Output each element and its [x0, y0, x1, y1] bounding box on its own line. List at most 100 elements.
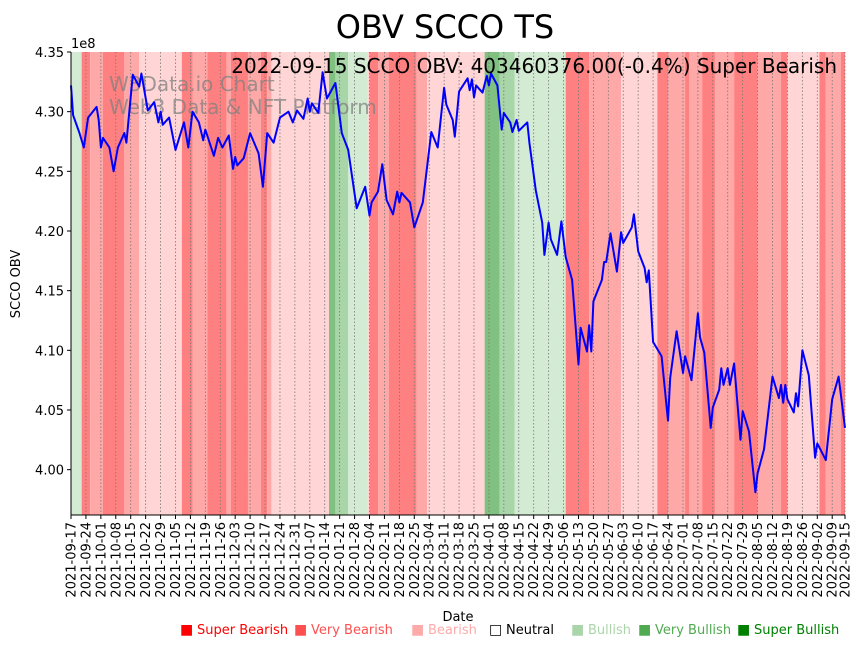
- band-bullish: [348, 52, 368, 515]
- band-bullish: [71, 52, 82, 515]
- x-tick-label: 2022-07-01: [676, 522, 691, 598]
- band-super-bearish: [702, 52, 715, 515]
- x-tick-label: 2021-10-29: [154, 522, 169, 598]
- y-tick-label: 4.35: [35, 46, 64, 61]
- legend-label: Bearish: [428, 623, 477, 638]
- y-tick-label: 4.20: [35, 225, 64, 240]
- x-tick-label: 2022-02-25: [408, 522, 423, 598]
- legend-item-neutral: □ Neutral: [489, 622, 554, 638]
- band-very-bullish: [499, 52, 515, 515]
- x-tick-label: 2022-07-15: [706, 522, 721, 598]
- x-tick-label: 2022-07-29: [736, 522, 751, 598]
- x-tick-label: 2022-07-22: [721, 522, 736, 598]
- x-tick-label: 2022-04-22: [527, 522, 542, 598]
- x-tick-label: 2022-09-02: [811, 522, 826, 598]
- band-bearish: [271, 52, 329, 515]
- band-super-bearish: [207, 52, 227, 515]
- band-super-bearish: [181, 52, 193, 515]
- band-super-bearish: [260, 52, 268, 515]
- x-tick-label: 2022-08-26: [796, 522, 811, 598]
- x-tick-label: 2022-07-08: [691, 522, 706, 598]
- y-axis-label: SCCO OBV: [9, 250, 24, 319]
- band-very-bearish: [668, 52, 686, 515]
- band-very-bearish: [124, 52, 140, 515]
- x-tick-label: 2022-09-15: [839, 522, 854, 598]
- legend-label: Super Bullish: [754, 623, 839, 638]
- x-tick-label: 2021-12-03: [229, 522, 244, 598]
- x-tick-label: 2022-03-04: [423, 522, 438, 598]
- x-tick-label: 2022-05-20: [587, 522, 602, 598]
- y-tick-label: 4.10: [35, 344, 64, 359]
- x-tick-label: 2021-10-01: [94, 522, 109, 598]
- x-tick-label: 2021-12-10: [244, 522, 259, 598]
- x-tick-label: 2021-10-08: [109, 522, 124, 598]
- band-very-bearish: [589, 52, 622, 515]
- x-tick-label: 2022-05-06: [557, 522, 572, 598]
- band-super-bearish: [230, 52, 248, 515]
- band-very-bearish: [416, 52, 428, 515]
- y-offset-label: 1e8: [71, 37, 96, 52]
- x-tick-label: 2021-12-31: [288, 522, 303, 598]
- x-tick-label: 2021-10-15: [124, 522, 139, 598]
- watermark-line-2: Web3 Data & NFT Platform: [109, 95, 377, 119]
- legend-label: Very Bearish: [311, 623, 393, 638]
- x-tick-label: 2022-08-12: [766, 522, 781, 598]
- x-tick-label: 2021-11-19: [199, 522, 214, 598]
- legend-item-very-bullish: ■ Very Bullish: [638, 622, 731, 638]
- legend-marker-icon: ■: [571, 622, 584, 638]
- x-tick-label: 2021-12-17: [259, 522, 274, 598]
- legend-label: Neutral: [506, 623, 554, 638]
- band-bullish: [514, 52, 566, 515]
- band-very-bearish: [825, 52, 841, 515]
- legend-marker-icon: ■: [411, 622, 424, 638]
- legend-item-bearish: ■ Bearish: [411, 622, 477, 638]
- x-tick-label: 2022-08-19: [781, 522, 796, 598]
- x-tick-label: 2022-02-18: [393, 522, 408, 598]
- x-tick-label: 2022-03-25: [467, 522, 482, 598]
- x-tick-label: 2021-12-24: [273, 522, 288, 598]
- watermark-line-1: W3Data.io Chart: [109, 72, 275, 96]
- legend-marker-icon: ■: [180, 622, 193, 638]
- y-tick-label: 4.15: [35, 285, 64, 300]
- band-very-bearish: [757, 52, 782, 515]
- band-super-bearish: [388, 52, 417, 515]
- x-tick-label: 2022-03-18: [453, 522, 468, 598]
- band-very-bearish: [378, 52, 389, 515]
- y-tick-label: 4.05: [35, 404, 64, 419]
- band-super-bearish: [369, 52, 379, 515]
- legend-marker-icon: ■: [737, 622, 750, 638]
- x-tick-label: 2022-01-28: [348, 522, 363, 598]
- legend-marker-icon: □: [489, 622, 502, 638]
- band-very-bearish: [247, 52, 261, 515]
- y-tick-label: 4.30: [35, 106, 64, 121]
- band-very-bearish: [192, 52, 208, 515]
- band-bearish: [367, 52, 370, 515]
- x-tick-label: 2022-05-27: [602, 522, 617, 598]
- x-tick-label: 2022-02-04: [363, 522, 378, 598]
- legend: ■ Super Bearish ■ Very Bearish ■ Bearish □ Neut…: [180, 622, 839, 638]
- x-tick-label: 2022-09-09: [826, 522, 841, 598]
- band-super-bearish: [102, 52, 125, 515]
- band-bearish: [621, 52, 658, 515]
- legend-item-super-bearish: ■ Super Bearish: [180, 622, 288, 638]
- x-tick-label: 2021-11-12: [184, 522, 199, 598]
- legend-label: Very Bullish: [655, 623, 731, 638]
- x-tick-label: 2021-11-26: [214, 522, 229, 598]
- latest-value-annotation: 2022-09-15 SCCO OBV: 403460376.00(-0.4%)…: [231, 54, 837, 78]
- x-tick-label: 2021-09-17: [65, 522, 80, 598]
- legend-marker-icon: ■: [294, 622, 307, 638]
- chart-title: OBV SCCO TS: [336, 8, 554, 46]
- band-very-bearish: [689, 52, 703, 515]
- x-tick-label: 2022-01-21: [333, 522, 348, 598]
- band-very-bearish: [714, 52, 735, 515]
- sentiment-bands: [71, 52, 845, 515]
- x-tick-label: 2022-01-07: [303, 522, 318, 598]
- band-very-bearish: [226, 52, 231, 515]
- legend-label: Bullish: [588, 623, 631, 638]
- y-tick-label: 4.25: [35, 165, 64, 180]
- obv-line: [70, 71, 846, 494]
- legend-marker-icon: ■: [638, 622, 651, 638]
- x-tick-label: 2022-06-10: [632, 522, 647, 598]
- x-tick-label: 2022-04-08: [497, 522, 512, 598]
